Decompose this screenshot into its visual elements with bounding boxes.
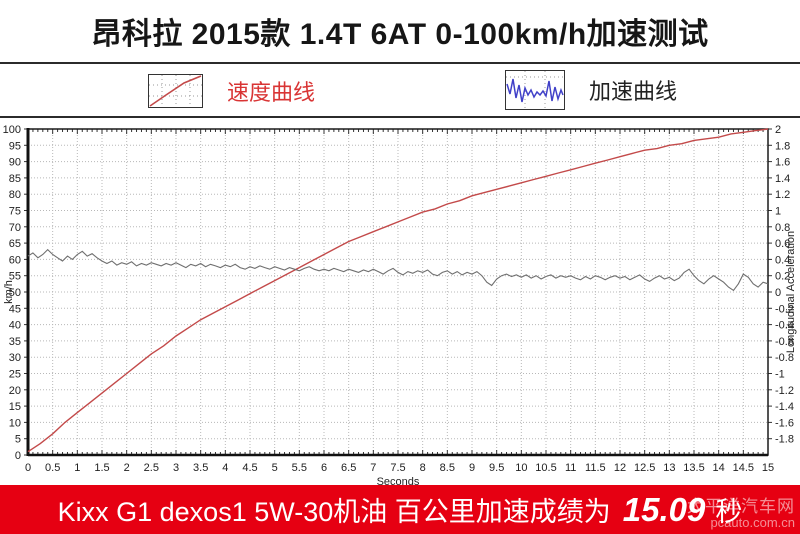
legend-speed-label: 速度曲线: [227, 80, 316, 105]
svg-text:-0.4: -0.4: [775, 320, 794, 332]
svg-text:-0.6: -0.6: [775, 336, 794, 348]
svg-text:0: 0: [15, 450, 21, 462]
result-banner: Kixx G1 dexos1 5W-30机油 百公里加速成绩为 15.09 秒: [0, 485, 800, 534]
svg-text:25: 25: [9, 369, 21, 381]
svg-text:2: 2: [775, 124, 781, 136]
legend-bar: 速度曲线 加速曲线: [0, 62, 800, 118]
legend-item-speed: 速度曲线: [148, 74, 315, 108]
legend-accel-label: 加速曲线: [589, 79, 678, 104]
page-title: 昂科拉 2015款 1.4T 6AT 0-100km/h加速测试: [0, 0, 800, 62]
speed-curve-icon: [148, 74, 203, 108]
svg-text:0.8: 0.8: [775, 222, 790, 234]
svg-text:1.4: 1.4: [775, 173, 790, 185]
svg-text:5: 5: [272, 462, 278, 474]
svg-text:45: 45: [9, 303, 21, 315]
svg-text:35: 35: [9, 336, 21, 348]
svg-text:14: 14: [713, 462, 725, 474]
svg-text:90: 90: [9, 157, 21, 169]
svg-text:km/h: km/h: [3, 280, 15, 304]
svg-text:60: 60: [9, 254, 21, 266]
svg-text:100: 100: [3, 124, 21, 136]
svg-text:3.5: 3.5: [193, 462, 208, 474]
svg-text:-1.4: -1.4: [775, 401, 794, 413]
svg-text:1.8: 1.8: [775, 140, 790, 152]
svg-text:1: 1: [74, 462, 80, 474]
svg-text:7: 7: [370, 462, 376, 474]
svg-text:15: 15: [9, 401, 21, 413]
svg-text:-1: -1: [775, 369, 785, 381]
result-text: Kixx G1 dexos1 5W-30机油 百公里加速成绩为: [57, 497, 611, 527]
svg-text:1.2: 1.2: [775, 189, 790, 201]
svg-text:85: 85: [9, 173, 21, 185]
svg-text:9.5: 9.5: [489, 462, 504, 474]
svg-text:5: 5: [15, 434, 21, 446]
svg-text:1.6: 1.6: [775, 157, 790, 169]
svg-text:12: 12: [614, 462, 626, 474]
svg-text:12.5: 12.5: [634, 462, 655, 474]
svg-text:11.5: 11.5: [585, 462, 606, 474]
svg-text:11: 11: [565, 462, 576, 474]
svg-text:8.5: 8.5: [440, 462, 455, 474]
svg-text:13: 13: [663, 462, 675, 474]
svg-text:10: 10: [9, 417, 21, 429]
svg-text:6: 6: [321, 462, 327, 474]
svg-text:-1.8: -1.8: [775, 434, 794, 446]
svg-text:4: 4: [222, 462, 228, 474]
svg-text:30: 30: [9, 352, 21, 364]
svg-text:Seconds: Seconds: [377, 476, 420, 485]
speed-curve-line: [27, 128, 769, 453]
svg-text:40: 40: [9, 320, 21, 332]
svg-text:2: 2: [124, 462, 130, 474]
legend-item-accel: 加速曲线: [505, 70, 677, 110]
svg-text:10.5: 10.5: [535, 462, 556, 474]
acceleration-curve-icon: [505, 70, 565, 110]
accel-curve-line: [27, 248, 769, 292]
svg-text:10: 10: [515, 462, 527, 474]
svg-text:2.5: 2.5: [144, 462, 159, 474]
svg-text:65: 65: [9, 238, 21, 250]
svg-text:3: 3: [173, 462, 179, 474]
svg-text:-1.6: -1.6: [775, 417, 794, 429]
svg-text:5.5: 5.5: [292, 462, 307, 474]
svg-text:0: 0: [775, 287, 781, 299]
svg-text:-0.2: -0.2: [775, 303, 794, 315]
svg-text:70: 70: [9, 222, 21, 234]
result-value: 15.09: [622, 490, 706, 528]
result-unit: 秒: [715, 497, 743, 527]
svg-text:9: 9: [469, 462, 475, 474]
svg-text:-0.8: -0.8: [775, 352, 794, 364]
acceleration-test-chart: 0510152025303540455055606570758085909510…: [3, 124, 797, 488]
svg-text:-1.2: -1.2: [775, 385, 794, 397]
svg-text:20: 20: [9, 385, 21, 397]
svg-text:15: 15: [762, 462, 774, 474]
svg-text:0.5: 0.5: [45, 462, 60, 474]
svg-text:6.5: 6.5: [341, 462, 356, 474]
svg-text:80: 80: [9, 189, 21, 201]
svg-text:95: 95: [9, 140, 21, 152]
chart-area: 0 5 10 15 20 25 30 35 40 45 50 55 60 65 70 75 80 85 90 95 10…: [0, 118, 800, 488]
svg-text:75: 75: [9, 206, 21, 218]
svg-text:4.5: 4.5: [242, 462, 257, 474]
svg-text:0.6: 0.6: [775, 238, 790, 250]
svg-text:0: 0: [25, 462, 31, 474]
svg-text:13.5: 13.5: [683, 462, 704, 474]
svg-text:1: 1: [775, 206, 781, 218]
svg-text:55: 55: [9, 271, 21, 283]
svg-text:7.5: 7.5: [390, 462, 405, 474]
svg-text:Longitudinal Acceleration: Longitudinal Acceleration: [785, 231, 797, 353]
svg-text:50: 50: [9, 287, 21, 299]
svg-text:14.5: 14.5: [733, 462, 754, 474]
svg-text:0.4: 0.4: [775, 254, 790, 266]
svg-text:1.5: 1.5: [94, 462, 109, 474]
svg-text:0.2: 0.2: [775, 271, 790, 283]
svg-text:8: 8: [420, 462, 426, 474]
